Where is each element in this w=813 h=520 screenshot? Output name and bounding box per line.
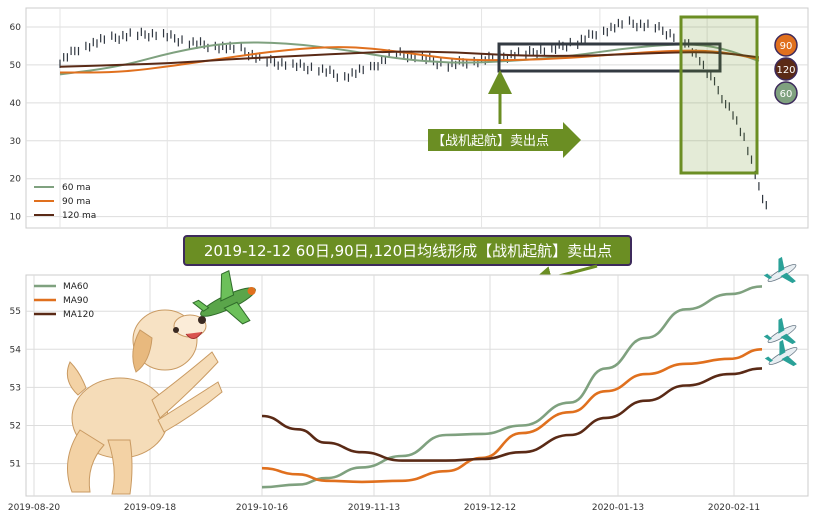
signal-arrow-label: 【战机起航】卖出点 xyxy=(432,133,549,149)
bottom-y-tick-label: 51 xyxy=(10,460,21,470)
bottom-ma-series xyxy=(261,285,763,489)
bottom-y-ticks: 51 52 53 54 55 xyxy=(10,307,22,469)
bottom-legend-label: MA120 xyxy=(63,310,94,320)
top-legend-label: 60 ma xyxy=(62,183,91,193)
bottom-y-tick-label: 54 xyxy=(10,345,22,355)
top-legend-label: 90 ma xyxy=(62,197,91,207)
bottom-x-tick-label: 2020-01-13 xyxy=(592,503,644,513)
top-y-tick-label: 10 xyxy=(10,213,22,223)
signal-arrow-banner: 【战机起航】卖出点 xyxy=(428,122,581,158)
bottom-chart-title: 2019-12-12 60日,90日,120日均线形成【战机起航】卖出点 xyxy=(204,242,612,260)
bottom-y-tick-label: 52 xyxy=(10,422,21,432)
top-legend: 60 ma 90 ma 120 ma xyxy=(34,183,96,221)
ma-badge-label: 60 xyxy=(780,89,793,100)
drop-region-box xyxy=(679,15,759,175)
bottom-x-tick-label: 2019-09-18 xyxy=(124,503,177,513)
bottom-legend-label: MA90 xyxy=(63,296,89,306)
bottom-x-tick-label: 2020-02-11 xyxy=(708,503,760,513)
bottom-x-tick-label: 2019-10-16 xyxy=(236,503,289,513)
bottom-series-MA60 xyxy=(261,285,763,489)
top-y-tick-label: 30 xyxy=(10,137,22,147)
top-y-tick-label: 20 xyxy=(10,175,22,185)
airplane-icon xyxy=(763,317,797,345)
bottom-x-tick-label: 2019-12-12 xyxy=(464,503,516,513)
top-series-120-ma xyxy=(59,50,760,68)
bottom-series-MA120 xyxy=(261,367,763,462)
ma-badge xyxy=(774,81,798,105)
bottom-series-MA90 xyxy=(261,348,763,484)
cross-region-box xyxy=(497,42,722,73)
ma-badge-label: 120 xyxy=(776,65,795,76)
top-y-tick-label: 60 xyxy=(10,23,22,33)
bottom-x-tick-label: 2019-11-13 xyxy=(348,503,400,513)
top-series-90-ma xyxy=(60,46,760,74)
bottom-y-tick-label: 55 xyxy=(10,307,21,317)
bottom-x-ticks: 2019-08-20 2019-09-18 2019-10-16 2019-11-13… xyxy=(8,503,760,513)
bottom-legend-label: MA60 xyxy=(63,282,89,292)
bottom-x-tick-label: 2019-08-20 xyxy=(8,503,61,513)
ma-badge xyxy=(774,57,798,81)
ma-badge-label: 90 xyxy=(780,41,793,52)
ma-badges: 90 120 60 xyxy=(774,33,798,105)
title-banner: 2019-12-12 60日,90日,120日均线形成【战机起航】卖出点 xyxy=(183,235,632,266)
top-grid xyxy=(26,8,808,228)
top-legend-label: 120 ma xyxy=(62,211,96,221)
top-y-ticks: 10 20 30 40 50 60 xyxy=(10,23,22,223)
puppy-with-plane-image xyxy=(66,269,256,495)
airplane-icon xyxy=(763,256,797,284)
ma-badge xyxy=(774,33,798,57)
bottom-legend: MA60 MA90 MA120 xyxy=(34,282,94,320)
top-y-tick-label: 40 xyxy=(10,99,22,109)
airplane-icon xyxy=(764,339,798,367)
top-y-tick-label: 50 xyxy=(10,61,22,71)
bottom-y-tick-label: 53 xyxy=(10,383,21,393)
